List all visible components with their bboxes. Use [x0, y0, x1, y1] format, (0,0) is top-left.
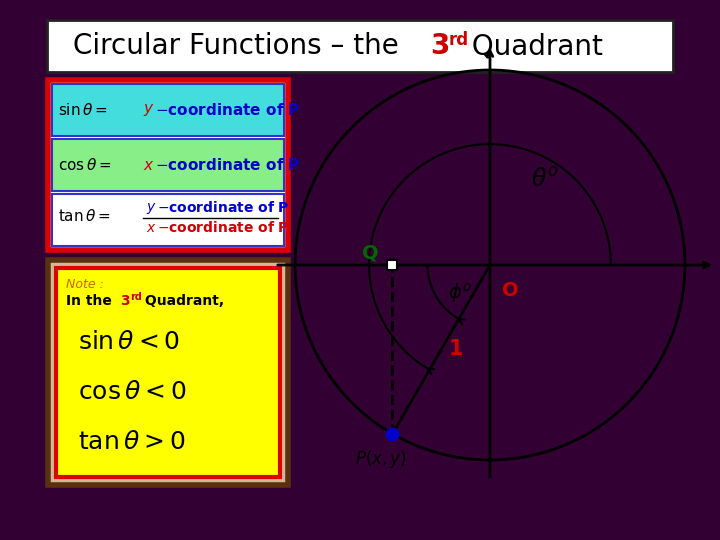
Text: In the: In the [66, 294, 117, 308]
Text: $-$coordinate of P: $-$coordinate of P [155, 102, 300, 118]
Text: Quadrant,: Quadrant, [140, 294, 224, 308]
Text: Quadrant: Quadrant [463, 32, 603, 60]
Text: O: O [502, 281, 518, 300]
Text: Note :: Note : [66, 278, 104, 291]
Bar [52, 139, 284, 191]
Text: $x$: $x$ [146, 221, 157, 235]
Text: rd: rd [449, 31, 469, 49]
Text: rd: rd [130, 292, 142, 302]
Text: $y$: $y$ [146, 200, 157, 215]
Text: $y$: $y$ [143, 102, 155, 118]
Bar [48, 80, 288, 250]
Bar [56, 268, 280, 477]
Bar [52, 194, 284, 246]
Text: $P(x,y)$: $P(x,y)$ [355, 448, 406, 470]
Text: $-$coordinate of P: $-$coordinate of P [155, 157, 300, 173]
Bar [40, 40, 680, 500]
Text: $-$coordinate of P: $-$coordinate of P [157, 220, 289, 235]
Text: 3: 3 [120, 294, 130, 308]
Bar [34, 34, 686, 506]
Text: $\cos\theta = $: $\cos\theta = $ [58, 157, 112, 173]
Text: $x$: $x$ [143, 158, 155, 172]
Text: 1: 1 [449, 340, 464, 360]
Text: $\cos\theta < 0$: $\cos\theta < 0$ [78, 380, 186, 404]
Text: $\sin\theta < 0$: $\sin\theta < 0$ [78, 330, 180, 354]
Bar [48, 260, 288, 485]
Text: $\tan\theta = $: $\tan\theta = $ [58, 208, 111, 224]
Bar [52, 84, 284, 136]
Text: $\phi^o$: $\phi^o$ [448, 281, 472, 305]
Text: $\theta^o$: $\theta^o$ [531, 168, 559, 192]
Bar [387, 260, 397, 270]
Bar [47, 20, 673, 72]
Text: $\sin\theta = $: $\sin\theta = $ [58, 102, 108, 118]
Text: $-$coordinate of P: $-$coordinate of P [157, 200, 289, 215]
Text: Circular Functions – the: Circular Functions – the [73, 32, 408, 60]
Text: Q: Q [362, 244, 379, 262]
Bar [28, 28, 692, 512]
Text: 3: 3 [430, 32, 449, 60]
Text: $\tan\theta > 0$: $\tan\theta > 0$ [78, 430, 185, 454]
Bar [46, 46, 674, 494]
